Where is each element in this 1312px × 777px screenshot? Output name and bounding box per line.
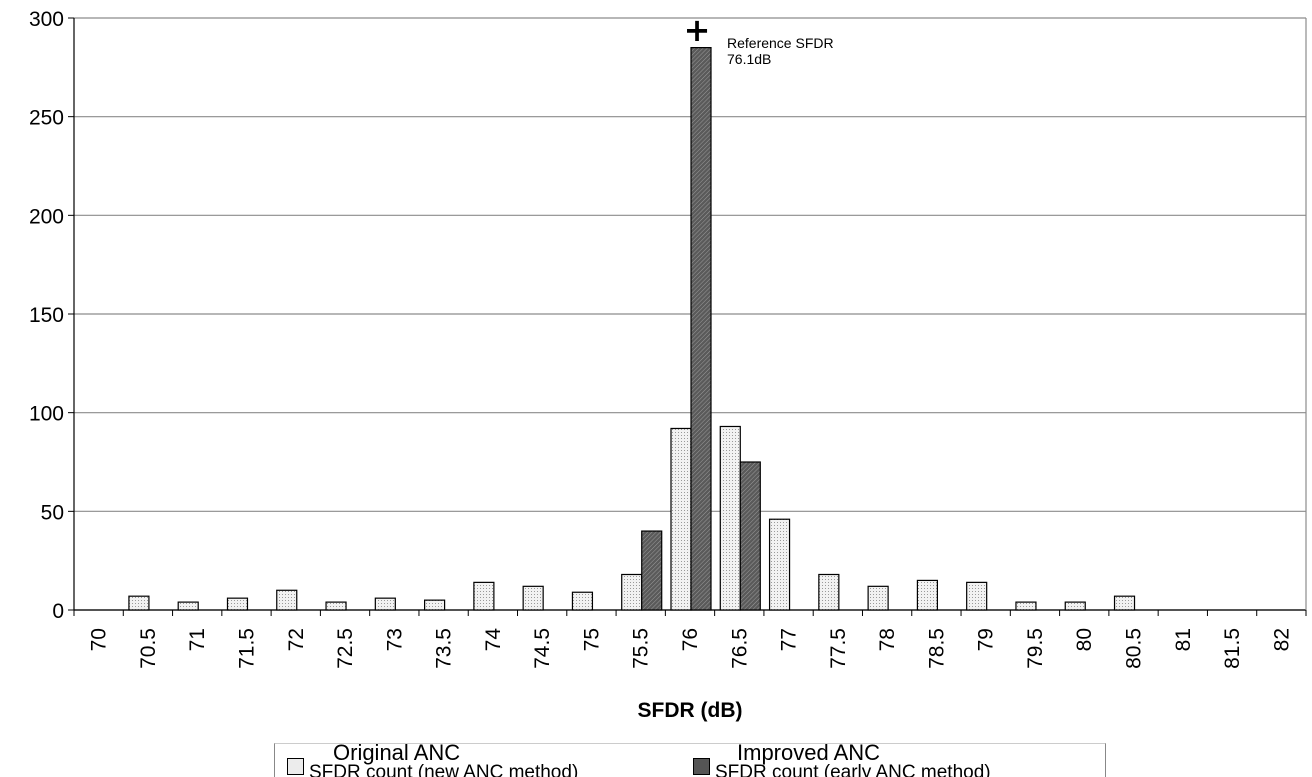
gridlines bbox=[74, 17, 1306, 611]
x-tick-label: 81.5 bbox=[1221, 628, 1244, 669]
bar-improved-anc bbox=[690, 46, 712, 611]
bar-original-anc bbox=[424, 599, 446, 611]
bar-original-anc bbox=[473, 581, 495, 611]
bar-original-anc bbox=[1113, 595, 1136, 611]
bar-original-anc bbox=[621, 573, 643, 611]
legend-swatch-original bbox=[287, 758, 304, 775]
x-tick-label: 79.5 bbox=[1024, 628, 1047, 669]
bar-original-anc bbox=[325, 601, 347, 611]
x-tick-label: 77.5 bbox=[827, 628, 850, 669]
reference-label-line2: 76.1dB bbox=[727, 51, 771, 67]
x-tick-label: 73.5 bbox=[433, 628, 456, 669]
bar-original-anc bbox=[571, 591, 594, 611]
x-tick-label: 72 bbox=[285, 628, 308, 651]
x-tick-label: 71 bbox=[186, 628, 209, 651]
bar-original-anc bbox=[226, 597, 249, 611]
reference-annotation: + Reference SFDR 76.1dB bbox=[684, 11, 834, 67]
y-tick-label: 50 bbox=[41, 501, 64, 524]
bar-original-anc bbox=[966, 581, 988, 611]
y-tick-label: 0 bbox=[52, 600, 64, 623]
bar-original-anc bbox=[1015, 601, 1037, 611]
y-tick-label: 250 bbox=[29, 107, 64, 130]
legend-subtext-improved: SFDR count (early ANC method) bbox=[715, 762, 991, 777]
bars bbox=[128, 46, 1136, 611]
reference-marker: + bbox=[684, 11, 711, 49]
bar-original-anc bbox=[916, 579, 939, 611]
legend-item-improved bbox=[693, 744, 710, 777]
bar-original-anc bbox=[128, 595, 150, 611]
y-tick-label: 300 bbox=[29, 8, 64, 31]
bar-original-anc bbox=[719, 425, 741, 611]
x-tick-label: 73 bbox=[383, 628, 406, 651]
legend-label-original: Original ANC bbox=[333, 740, 461, 765]
x-tick-label: 76.5 bbox=[728, 628, 751, 669]
x-tick-label: 75.5 bbox=[630, 628, 653, 669]
bar-original-anc bbox=[374, 597, 396, 611]
y-tick-label: 100 bbox=[29, 403, 64, 426]
bar-original-anc bbox=[276, 589, 298, 611]
bar-original-anc bbox=[522, 585, 544, 611]
x-tick-label: 72.5 bbox=[334, 628, 357, 669]
bar-original-anc bbox=[818, 573, 840, 611]
x-tick-label: 77 bbox=[778, 628, 801, 651]
x-tick-label: 74.5 bbox=[531, 628, 554, 669]
x-tick-label: 81 bbox=[1172, 628, 1195, 651]
y-tick-labels: 0 50 100 150 200 250 300 bbox=[29, 8, 64, 623]
bar-original-anc bbox=[177, 601, 199, 611]
bar-original-anc bbox=[768, 518, 791, 611]
y-tick-label: 150 bbox=[29, 304, 64, 327]
x-tick-label: 70.5 bbox=[137, 628, 160, 669]
legend-swatch-improved bbox=[693, 758, 710, 775]
legend-item-original bbox=[287, 744, 304, 777]
x-tick-label: 78.5 bbox=[925, 628, 948, 669]
bar-original-anc bbox=[670, 427, 692, 611]
legend-label-improved: Improved ANC bbox=[737, 740, 881, 765]
x-tick-label: 74 bbox=[482, 628, 505, 652]
x-tick-label: 70 bbox=[88, 628, 111, 651]
bar-improved-anc bbox=[641, 530, 663, 611]
x-tick-label: 76 bbox=[679, 628, 702, 651]
bar-original-anc bbox=[1064, 601, 1086, 611]
x-tick-label: 75 bbox=[580, 628, 603, 651]
x-tick-label: 80.5 bbox=[1123, 628, 1146, 669]
x-tick-label: 79 bbox=[975, 628, 998, 651]
legend: Original ANC SFDR count (new ANC method)… bbox=[274, 740, 1106, 777]
x-tick-label: 80 bbox=[1073, 628, 1096, 651]
x-tick-label: 71.5 bbox=[235, 628, 258, 669]
y-tick-label: 200 bbox=[29, 205, 64, 228]
x-tick-labels: 70 70.5 71 71.5 72 72.5 73 73.5 74 74.5 75 75.5 76 76… bbox=[88, 628, 1294, 669]
legend-subtext-original: SFDR count (new ANC method) bbox=[309, 762, 579, 777]
bar-improved-anc bbox=[739, 461, 761, 611]
x-tick-label: 82 bbox=[1270, 628, 1293, 651]
bar-original-anc bbox=[867, 585, 889, 611]
x-tick-label: 78 bbox=[876, 628, 899, 651]
x-axis-label: SFDR (dB) bbox=[638, 699, 743, 722]
reference-label-line1: Reference SFDR bbox=[727, 35, 834, 51]
